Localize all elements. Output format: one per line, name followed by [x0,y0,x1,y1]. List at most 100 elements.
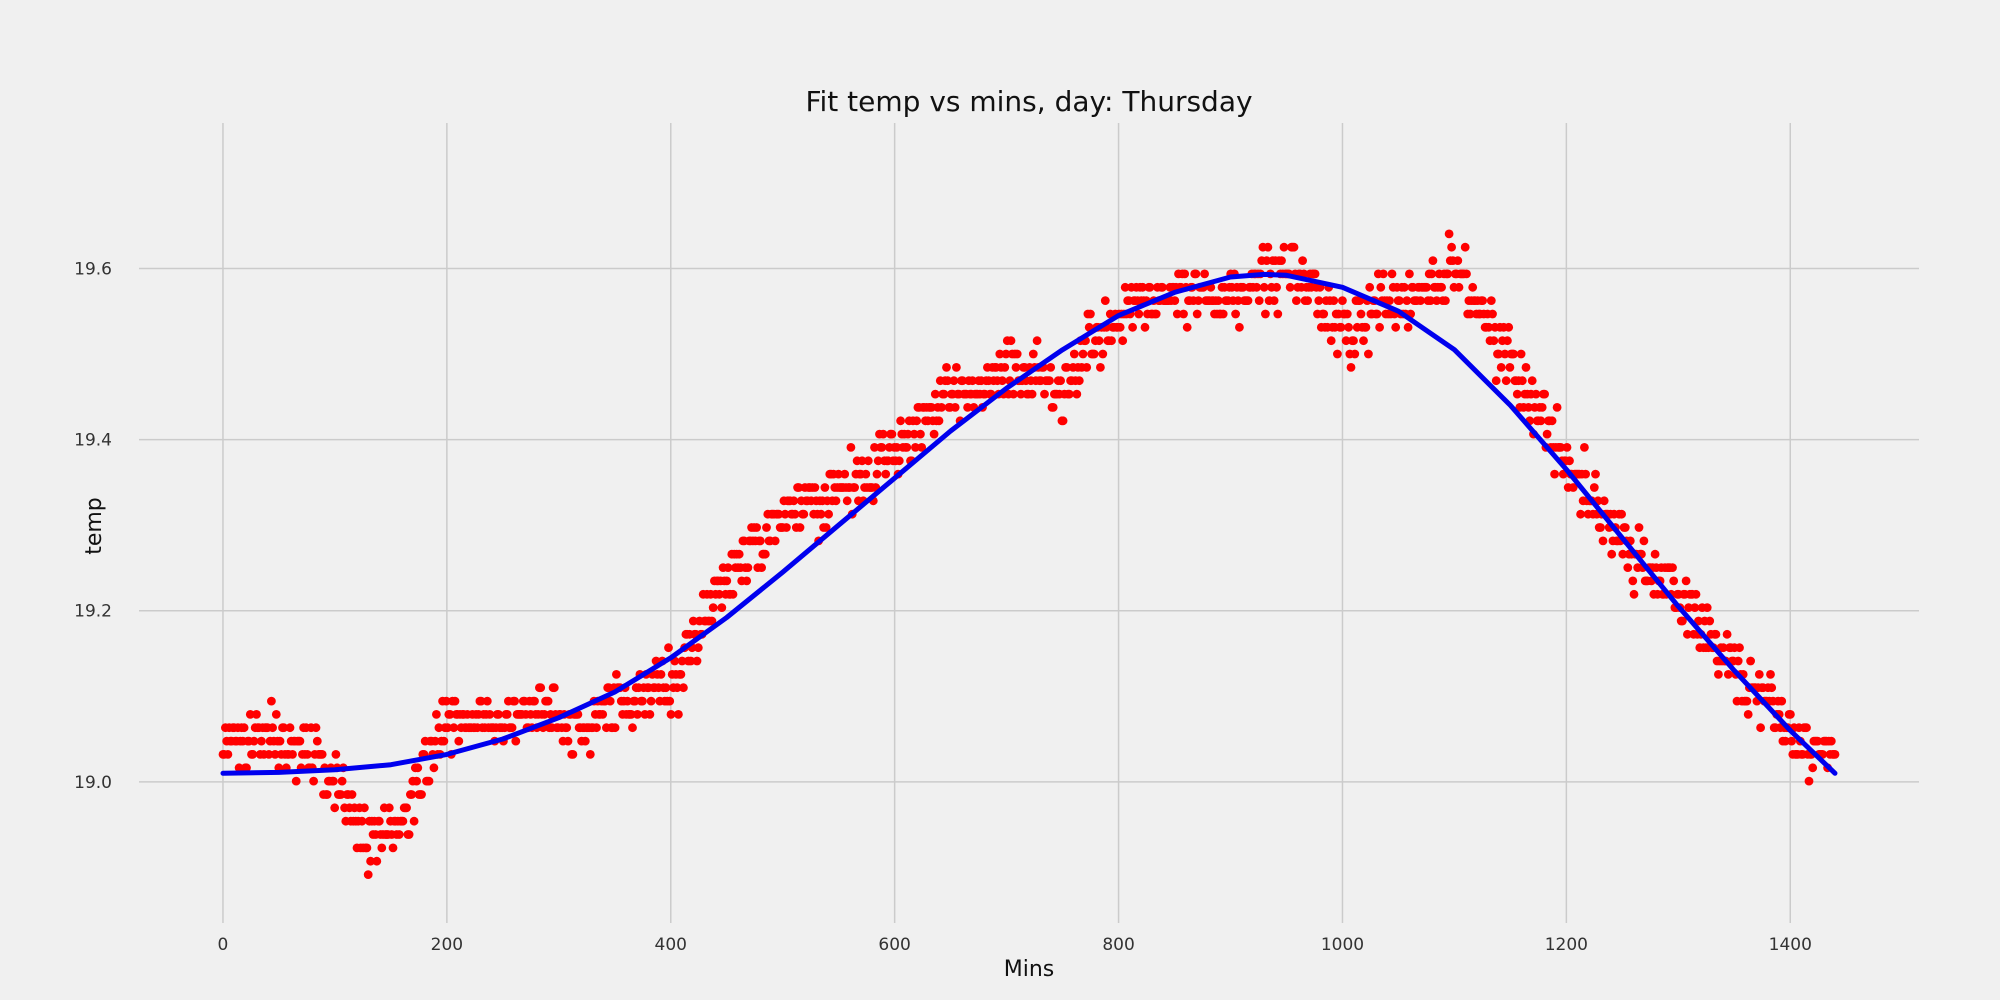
data-point [330,803,340,813]
data-point [1756,723,1765,733]
data-point [347,790,357,799]
data-point [930,389,940,399]
data-point [530,696,539,706]
data-point [1562,443,1572,452]
data-point [789,496,799,506]
data-point [1350,349,1360,359]
data-point [656,670,666,679]
data-point [1486,296,1496,305]
data-point [485,710,495,719]
data-point [242,763,251,773]
data-point [1277,256,1286,265]
data-point [717,603,727,612]
data-point [1100,296,1110,305]
data-point [1040,389,1049,399]
data-point [734,549,744,559]
data-point [360,803,369,813]
data-point [1298,256,1307,265]
data-point [1361,322,1371,332]
data-point [927,403,936,412]
data-point [1128,322,1137,332]
data-point [752,523,761,532]
data-point [1527,376,1537,386]
data-point [1254,296,1264,305]
data-point [1273,309,1283,319]
data-point [1468,282,1478,292]
data-point [1158,282,1167,292]
data-point [585,750,595,759]
y-tick-label: 19.4 [74,431,112,451]
data-point [303,750,312,759]
data-point [279,723,289,733]
data-point [723,563,733,572]
data-point [820,483,830,492]
data-point [1338,296,1347,305]
data-point [664,643,673,653]
data-point [1403,322,1413,332]
data-point [840,469,850,479]
data-point [1478,296,1487,305]
data-point [402,803,411,813]
data-point [377,843,387,853]
data-point [1261,309,1270,319]
data-point [270,750,280,759]
data-point [676,670,686,679]
data-point [688,616,698,626]
data-point [1639,536,1649,546]
data-point [1426,296,1435,305]
data-point [1531,389,1541,399]
data-point [630,696,640,706]
x-tick-label: 800 [1102,935,1134,955]
data-point [1027,389,1037,399]
data-point [1826,736,1836,746]
data-point [1134,309,1144,319]
data-point [1690,603,1700,612]
data-point [1501,376,1511,386]
data-point [322,790,332,799]
data-point [1589,483,1599,492]
data-point [1460,242,1470,252]
data-point [1372,309,1382,319]
data-point [1488,309,1497,319]
data-point [942,363,951,372]
data-point [1416,296,1425,305]
data-point [1443,269,1453,279]
data-point [881,469,891,479]
data-point [780,509,790,519]
data-point [248,750,258,759]
data-point [755,536,765,546]
data-point [666,710,676,719]
data-point [1252,282,1262,292]
data-point [1045,376,1054,386]
data-point [407,790,416,799]
data-point [1346,363,1356,372]
data-point [285,723,295,733]
data-point [952,363,961,372]
data-point [1733,656,1743,666]
data-point [968,376,977,386]
data-point [268,723,277,733]
data-point [708,603,718,612]
data-point [1089,349,1099,359]
data-point [1172,309,1182,319]
data-point [693,643,703,653]
data-point [887,429,897,439]
data-point [511,736,521,746]
data-point [540,710,549,719]
data-point [568,750,578,759]
data-point [417,790,426,799]
data-point [1668,563,1677,572]
data-point [1684,603,1693,612]
data-point [943,376,953,386]
data-point [770,536,780,546]
data-point [612,670,621,679]
data-point [939,389,949,399]
data-point [605,696,615,706]
data-point [831,496,841,506]
data-point [794,483,804,492]
data-point [846,443,856,452]
data-point [592,723,601,733]
data-point [1194,296,1203,305]
data-point [1634,523,1644,532]
data-point [271,710,281,719]
